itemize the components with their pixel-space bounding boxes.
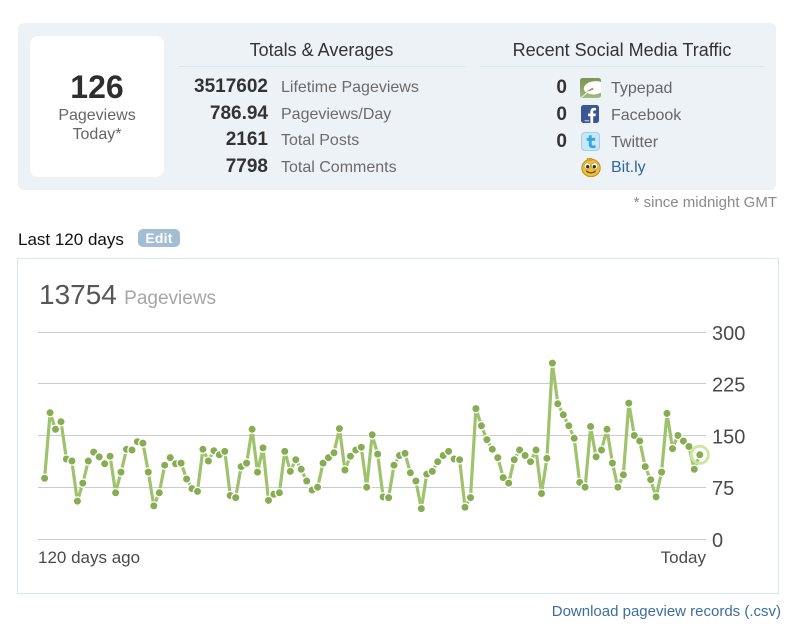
svg-text:150: 150 xyxy=(712,426,745,448)
svg-text:0: 0 xyxy=(712,530,723,552)
svg-text:300: 300 xyxy=(712,323,745,345)
svg-text:225: 225 xyxy=(712,375,745,397)
svg-text:75: 75 xyxy=(712,478,734,500)
